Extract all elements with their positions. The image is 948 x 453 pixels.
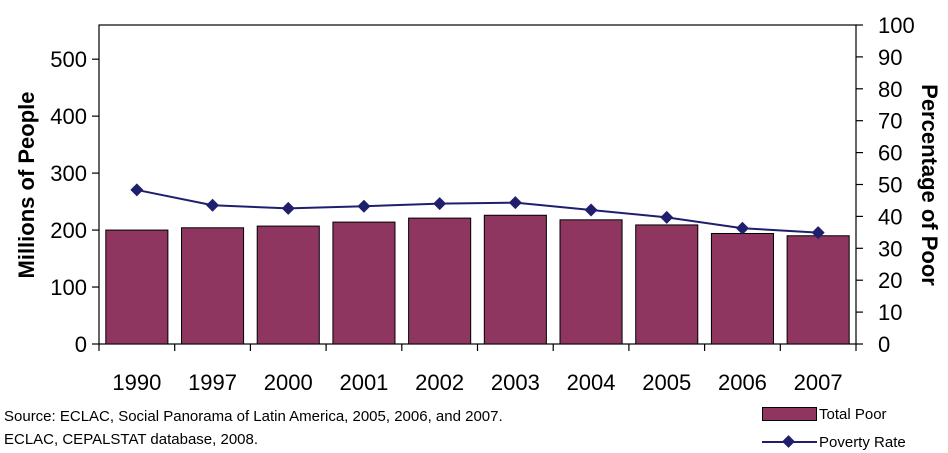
- x-axis: 1990 1997 2000 2001 2002 2003 2004 2005 2006 2007: [98, 344, 857, 395]
- poverty-rate-point: [433, 197, 447, 211]
- right-tick-label: 10: [878, 300, 902, 325]
- left-tick-label: 200: [50, 218, 87, 243]
- right-axis-title: Percentage of Poor: [917, 84, 942, 286]
- legend-swatch-bar: [762, 407, 817, 421]
- x-tick-label: 2007: [794, 370, 843, 395]
- legend-item-poverty-rate: Poverty Rate: [762, 431, 906, 453]
- x-tick-label: 2000: [264, 370, 313, 395]
- line-series-poverty-rate: [130, 183, 825, 240]
- x-tick-label: 2001: [339, 370, 388, 395]
- right-tick-label: 40: [878, 204, 902, 229]
- x-tick-label: 2006: [718, 370, 767, 395]
- right-tick-label: 30: [878, 236, 902, 261]
- bar-total-poor: [710, 232, 774, 345]
- x-tick-label: 2005: [642, 370, 691, 395]
- right-tick-label: 70: [878, 109, 902, 134]
- x-tick-label: 2003: [491, 370, 540, 395]
- bar-total-poor: [256, 225, 320, 345]
- left-tick-label: 0: [75, 332, 87, 357]
- right-tick-label: 100: [878, 13, 915, 38]
- right-tick-label: 80: [878, 77, 902, 102]
- x-tick-label: 1997: [188, 370, 237, 395]
- right-tick-label: 0: [878, 332, 890, 357]
- legend-label-poverty-rate: Poverty Rate: [819, 433, 906, 451]
- poverty-rate-point: [811, 226, 825, 240]
- left-y-axis: 0 100 200 300 400 500: [50, 47, 99, 357]
- legend-label-total-poor: Total Poor: [819, 405, 887, 423]
- left-tick-label: 500: [50, 47, 87, 72]
- poverty-rate-point: [130, 183, 144, 197]
- legend-item-total-poor: Total Poor: [762, 403, 887, 425]
- bar-total-poor: [483, 214, 547, 345]
- left-axis-title: Millions of People: [14, 91, 39, 278]
- left-tick-label: 100: [50, 275, 87, 300]
- right-tick-label: 60: [878, 141, 902, 166]
- x-tick-label: 1990: [112, 370, 161, 395]
- poverty-rate-point: [206, 198, 220, 212]
- poverty-rate-point: [584, 203, 598, 217]
- poverty-rate-point: [508, 196, 522, 210]
- poverty-rate-point: [281, 201, 295, 215]
- x-tick-label: 2004: [567, 370, 616, 395]
- poverty-rate-point: [660, 210, 674, 224]
- bar-total-poor: [786, 235, 850, 345]
- bar-series-total-poor: [105, 214, 850, 345]
- poverty-rate-line: [136, 188, 819, 234]
- legend-swatch-line: [762, 435, 817, 449]
- bar-total-poor: [105, 229, 169, 345]
- source-note-line-2: ECLAC, CEPALSTAT database, 2008.: [4, 431, 259, 448]
- poverty-rate-point: [735, 221, 749, 235]
- left-tick-label: 400: [50, 104, 87, 129]
- right-tick-label: 50: [878, 173, 902, 198]
- right-tick-label: 20: [878, 268, 902, 293]
- source-note-line-1: Source: ECLAC, Social Panorama of Latin …: [4, 408, 503, 425]
- right-tick-label: 90: [878, 45, 902, 70]
- bar-total-poor: [635, 224, 699, 345]
- bar-total-poor: [559, 219, 623, 345]
- bar-total-poor: [181, 227, 245, 345]
- bar-total-poor: [332, 221, 396, 345]
- right-y-axis: 0 10 20 30 40 50 60 70 80 90 100: [856, 13, 915, 357]
- poverty-rate-point: [357, 199, 371, 213]
- x-tick-label: 2002: [415, 370, 464, 395]
- bar-total-poor: [408, 217, 472, 345]
- left-tick-label: 300: [50, 161, 87, 186]
